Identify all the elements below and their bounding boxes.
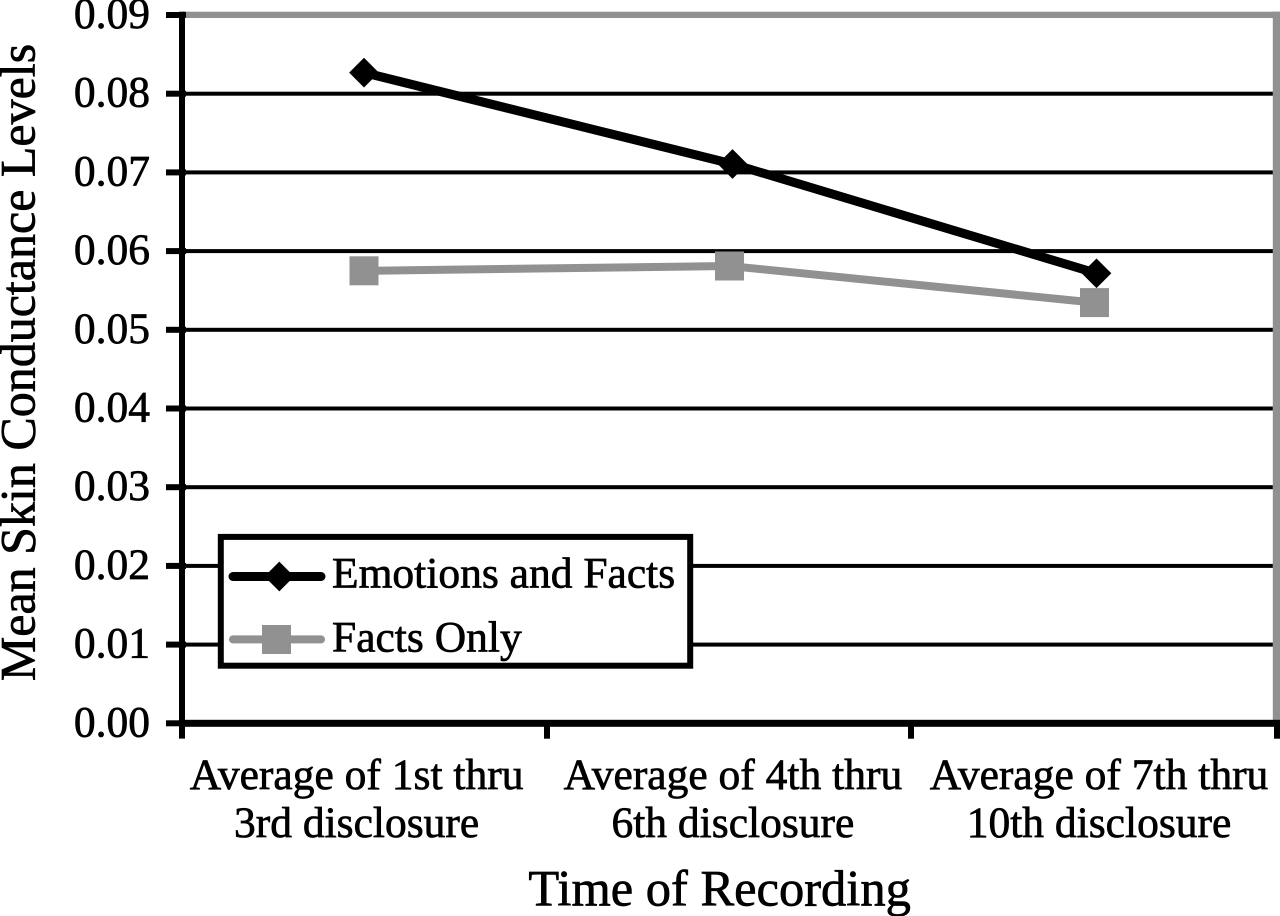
svg-text:10th disclosure: 10th disclosure bbox=[967, 799, 1232, 847]
svg-text:0.04: 0.04 bbox=[74, 384, 150, 432]
svg-text:Mean Skin Conductance Levels: Mean Skin Conductance Levels bbox=[0, 44, 46, 681]
svg-text:Time of Recording: Time of Recording bbox=[528, 861, 910, 916]
svg-text:0.07: 0.07 bbox=[74, 147, 150, 195]
svg-text:0.01: 0.01 bbox=[74, 620, 150, 668]
svg-text:0.03: 0.03 bbox=[74, 462, 150, 510]
svg-text:0.05: 0.05 bbox=[74, 305, 150, 353]
svg-text:3rd disclosure: 3rd disclosure bbox=[234, 799, 479, 847]
svg-text:0.08: 0.08 bbox=[74, 69, 150, 117]
svg-text:0.00: 0.00 bbox=[74, 698, 150, 746]
svg-text:0.02: 0.02 bbox=[74, 541, 150, 589]
svg-text:Emotions and Facts: Emotions and Facts bbox=[332, 550, 675, 598]
svg-text:0.09: 0.09 bbox=[74, 0, 150, 38]
svg-text:6th disclosure: 6th disclosure bbox=[611, 799, 854, 847]
svg-text:0.06: 0.06 bbox=[74, 226, 150, 274]
svg-text:Average of 1st thru: Average of 1st thru bbox=[190, 751, 524, 799]
svg-text:Average of 7th thru: Average of 7th thru bbox=[930, 751, 1269, 799]
svg-text:Facts Only: Facts Only bbox=[332, 614, 522, 662]
svg-text:Average of 4th thru: Average of 4th thru bbox=[564, 751, 903, 799]
